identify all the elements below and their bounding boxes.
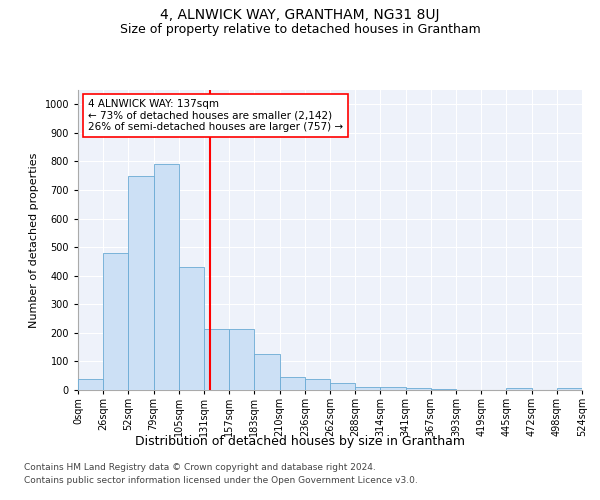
Bar [229,328,254,390]
Bar [431,388,456,390]
Bar [154,164,179,390]
Bar [355,386,380,390]
Text: Distribution of detached houses by size in Grantham: Distribution of detached houses by size … [135,435,465,448]
Bar [179,267,204,390]
Bar [204,328,229,390]
Text: Contains HM Land Registry data © Crown copyright and database right 2024.: Contains HM Land Registry data © Crown c… [24,464,376,472]
Bar [254,354,280,390]
Text: 4, ALNWICK WAY, GRANTHAM, NG31 8UJ: 4, ALNWICK WAY, GRANTHAM, NG31 8UJ [160,8,440,22]
Bar [506,388,532,390]
Bar [406,388,431,390]
Bar [380,386,406,390]
Y-axis label: Number of detached properties: Number of detached properties [29,152,39,328]
Bar [305,378,330,390]
Text: Size of property relative to detached houses in Grantham: Size of property relative to detached ho… [119,22,481,36]
Bar [280,377,305,390]
Bar [128,176,154,390]
Bar [557,388,582,390]
Bar [103,253,128,390]
Text: Contains public sector information licensed under the Open Government Licence v3: Contains public sector information licen… [24,476,418,485]
Bar [78,378,103,390]
Bar [330,383,355,390]
Text: 4 ALNWICK WAY: 137sqm
← 73% of detached houses are smaller (2,142)
26% of semi-d: 4 ALNWICK WAY: 137sqm ← 73% of detached … [88,99,343,132]
